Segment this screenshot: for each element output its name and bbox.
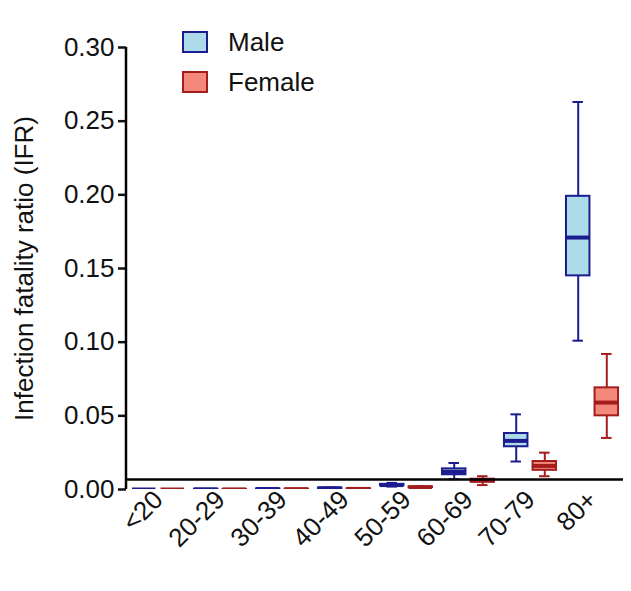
svg-text:70-79: 70-79 bbox=[472, 484, 540, 552]
svg-text:50-59: 50-59 bbox=[348, 484, 416, 552]
svg-text:0.15: 0.15 bbox=[64, 253, 115, 283]
svg-text:30-39: 30-39 bbox=[224, 484, 292, 552]
html-text:Female: Female bbox=[228, 66, 315, 97]
svg-text:0.25: 0.25 bbox=[64, 105, 115, 135]
svg-text:40-49: 40-49 bbox=[286, 484, 354, 552]
svg-text:20-29: 20-29 bbox=[162, 484, 230, 552]
svg-text:0.10: 0.10 bbox=[64, 326, 115, 356]
svg-text:60-69: 60-69 bbox=[410, 484, 478, 552]
svg-text:<20: <20 bbox=[116, 484, 168, 536]
svg-text:0.00: 0.00 bbox=[64, 474, 115, 504]
html-text:Male: Male bbox=[228, 26, 285, 57]
svg-text:0.20: 0.20 bbox=[64, 179, 115, 209]
svg-text:0.30: 0.30 bbox=[64, 32, 115, 62]
svg-text:0.05: 0.05 bbox=[64, 400, 115, 430]
svg-text:80+: 80+ bbox=[550, 484, 602, 536]
svg-text:Infection fatality ratio (IFR): Infection fatality ratio (IFR) bbox=[9, 116, 39, 421]
